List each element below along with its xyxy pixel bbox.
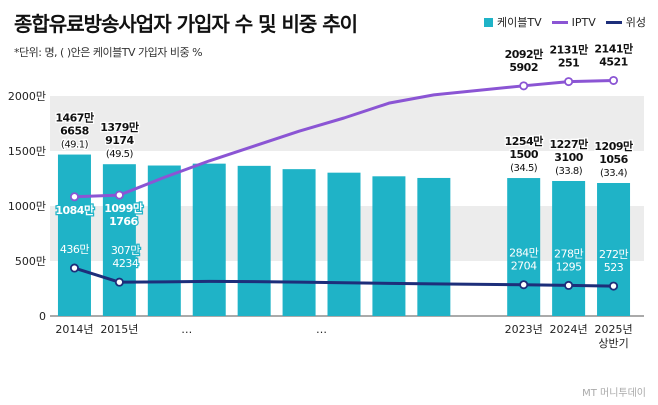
sat-label-10-1: 2704 xyxy=(511,260,537,273)
sat-label-11-0: 278만 xyxy=(554,247,583,260)
legend-label-cable: 케이블TV xyxy=(497,16,542,29)
legend-swatch-satellite xyxy=(605,20,622,24)
legend-label-iptv: IPTV xyxy=(571,15,596,29)
y-tick-label-1: 500만 xyxy=(15,255,46,268)
x-tick-label-12-0: 2025년 xyxy=(594,323,632,336)
sat-label-1-1: 4234 xyxy=(112,257,138,270)
bar-cable-2 xyxy=(147,165,181,316)
point-satellite-0 xyxy=(69,263,79,273)
sat-label-1-0: 307만 xyxy=(111,244,140,257)
bar-label-1-1: 9174 xyxy=(105,134,134,147)
legend-swatch-iptv xyxy=(551,20,568,24)
sat-label-10-0: 284만 xyxy=(509,247,538,260)
bar-cable-5 xyxy=(282,169,316,316)
point-iptv-10 xyxy=(519,81,529,91)
bar-label-12-1: 1056 xyxy=(599,153,628,166)
point-iptv-11 xyxy=(564,77,574,87)
y-tick-label-3: 1500만 xyxy=(8,145,46,158)
bar-label-10-1: 1500 xyxy=(509,148,538,161)
iptv-label-10-0: 2092만 xyxy=(505,47,544,61)
sat-label-12-1: 523 xyxy=(604,261,624,274)
bar-label-11-0: 1227만 xyxy=(549,137,588,151)
x-tick-label-10-0: 2023년 xyxy=(505,323,543,336)
bar-cable-3 xyxy=(192,163,226,316)
iptv-label-12-1: 4521 xyxy=(599,55,628,68)
bar-label-1-0: 1379만 xyxy=(100,120,139,134)
bar-cable-0 xyxy=(57,154,91,316)
bar-cable-12 xyxy=(597,182,631,316)
legend-swatch-cable xyxy=(484,17,494,27)
point-satellite-12 xyxy=(609,281,619,291)
line-satellite xyxy=(74,266,614,288)
bar-label-12-0: 1209만 xyxy=(594,139,633,153)
x-tick-label-0-0: 2014년 xyxy=(55,323,93,336)
point-satellite-1 xyxy=(114,277,124,287)
x-ellipsis-0: … xyxy=(181,323,192,336)
iptv-label-1-1: 1766 xyxy=(109,215,138,228)
point-iptv-1 xyxy=(114,190,124,200)
bar-label-10-0: 1254만 xyxy=(505,134,544,148)
bar-label-10-2: (34.5) xyxy=(510,163,538,174)
point-satellite-11 xyxy=(564,280,574,290)
bar-label-11-2: (33.8) xyxy=(555,166,583,177)
bar-label-0-1: 6658 xyxy=(60,125,89,138)
chart-title: 종합유료방송사업자 가입자 수 및 비중 추이 xyxy=(14,12,358,36)
bar-label-11-1: 3100 xyxy=(554,151,583,164)
bar-cable-1 xyxy=(102,164,136,316)
bar-label-0-2: (49.1) xyxy=(61,140,89,151)
sat-label-0-0: 436만 xyxy=(60,243,89,256)
bar-cable-10 xyxy=(507,178,541,316)
bar-label-1-2: (49.5) xyxy=(106,149,134,160)
bar-cable-8 xyxy=(417,177,451,316)
bar-cable-4 xyxy=(237,165,271,316)
chart-subtitle: *단위: 명, ( )안은 케이블TV 가입자 비중 % xyxy=(14,46,203,59)
y-tick-label-0: 0 xyxy=(39,310,46,323)
bar-cable-11 xyxy=(552,180,586,316)
point-iptv-0 xyxy=(69,192,79,202)
point-satellite-10 xyxy=(519,280,529,290)
legend-label-satellite: 위성 xyxy=(625,16,646,29)
grid-band-1 xyxy=(50,96,644,151)
legend-item-cable: 케이블TV xyxy=(484,14,542,30)
iptv-label-0-0: 1084만 xyxy=(55,203,94,217)
publisher-watermark: MT 머니투데이 xyxy=(582,388,646,399)
iptv-label-1-0: 1099만 xyxy=(104,201,143,215)
y-tick-label-4: 2000만 xyxy=(8,90,46,103)
bar-cable-6 xyxy=(327,172,361,316)
bar-cable-7 xyxy=(372,176,406,316)
sat-label-12-0: 272만 xyxy=(599,248,628,261)
legend-item-satellite: 위성 xyxy=(605,14,646,30)
legend: 케이블TV IPTV 위성 xyxy=(484,14,646,30)
x-tick-label-1-0: 2015년 xyxy=(100,323,138,336)
iptv-label-11-1: 251 xyxy=(558,57,579,70)
point-iptv-12 xyxy=(609,75,619,85)
bar-label-12-2: (33.4) xyxy=(600,168,628,179)
y-tick-label-2: 1000만 xyxy=(8,200,46,213)
bar-label-0-0: 1467만 xyxy=(55,111,94,125)
x-tick-label-11-0: 2024년 xyxy=(550,323,588,336)
sat-label-11-1: 1295 xyxy=(556,260,582,273)
iptv-label-11-0: 2131만 xyxy=(549,43,588,57)
iptv-label-10-1: 5902 xyxy=(509,61,538,74)
x-tick-label-12-1: 상반기 xyxy=(598,337,628,350)
x-ellipsis-1: … xyxy=(316,323,327,336)
legend-item-iptv: IPTV xyxy=(551,14,596,30)
line-iptv xyxy=(74,78,614,199)
iptv-label-12-0: 2141만 xyxy=(594,41,633,55)
